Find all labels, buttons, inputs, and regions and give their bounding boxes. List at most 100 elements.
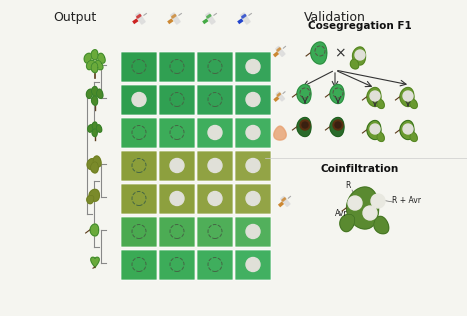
Text: R + Avr: R + Avr [392, 196, 421, 205]
Polygon shape [91, 257, 99, 268]
Circle shape [335, 122, 341, 128]
Polygon shape [96, 125, 102, 132]
FancyBboxPatch shape [197, 118, 233, 148]
FancyBboxPatch shape [197, 217, 233, 247]
Polygon shape [98, 53, 105, 63]
Text: Output: Output [53, 11, 97, 24]
Polygon shape [92, 87, 98, 96]
Circle shape [371, 194, 385, 208]
Polygon shape [297, 118, 311, 137]
FancyBboxPatch shape [121, 184, 157, 214]
Circle shape [333, 120, 343, 130]
Polygon shape [281, 196, 290, 206]
Polygon shape [92, 96, 98, 105]
Polygon shape [136, 14, 141, 18]
FancyBboxPatch shape [121, 217, 157, 247]
Polygon shape [276, 46, 285, 57]
Polygon shape [241, 13, 250, 24]
Polygon shape [86, 89, 92, 98]
Polygon shape [93, 156, 101, 167]
FancyBboxPatch shape [197, 184, 233, 214]
FancyBboxPatch shape [235, 250, 271, 280]
FancyBboxPatch shape [121, 151, 157, 181]
Circle shape [348, 196, 362, 210]
Text: Cosegregation F1: Cosegregation F1 [308, 21, 412, 31]
FancyBboxPatch shape [159, 151, 195, 181]
Polygon shape [400, 120, 414, 139]
Polygon shape [311, 42, 327, 64]
FancyBboxPatch shape [235, 52, 271, 82]
Polygon shape [170, 13, 180, 24]
Polygon shape [135, 13, 145, 24]
Polygon shape [171, 14, 176, 18]
Polygon shape [90, 224, 99, 236]
Circle shape [355, 50, 365, 60]
Text: Avr: Avr [334, 209, 347, 218]
Circle shape [170, 159, 184, 173]
Polygon shape [350, 59, 359, 69]
FancyBboxPatch shape [235, 118, 271, 148]
FancyBboxPatch shape [159, 184, 195, 214]
Circle shape [300, 120, 310, 130]
Polygon shape [410, 133, 417, 141]
Circle shape [370, 91, 380, 101]
Text: Validation: Validation [304, 11, 366, 24]
Polygon shape [87, 195, 94, 204]
Polygon shape [97, 89, 103, 98]
FancyBboxPatch shape [159, 118, 195, 148]
Polygon shape [282, 198, 286, 201]
Text: R: R [345, 181, 351, 190]
FancyBboxPatch shape [121, 85, 157, 115]
FancyBboxPatch shape [121, 250, 157, 280]
Polygon shape [276, 92, 284, 101]
Polygon shape [377, 133, 384, 141]
FancyBboxPatch shape [235, 184, 271, 214]
Polygon shape [367, 88, 381, 106]
Polygon shape [241, 14, 246, 18]
Polygon shape [297, 84, 311, 104]
Circle shape [246, 59, 260, 74]
Polygon shape [374, 216, 389, 234]
Text: ×: × [334, 46, 346, 60]
Polygon shape [95, 60, 103, 70]
Polygon shape [367, 120, 381, 139]
Polygon shape [330, 118, 344, 137]
Circle shape [403, 91, 413, 101]
Polygon shape [84, 53, 92, 63]
Circle shape [132, 93, 146, 106]
Circle shape [302, 122, 308, 128]
Circle shape [370, 124, 380, 134]
Circle shape [363, 206, 377, 220]
Circle shape [208, 191, 222, 205]
Circle shape [403, 124, 413, 134]
Polygon shape [92, 129, 97, 137]
FancyBboxPatch shape [159, 217, 195, 247]
Polygon shape [89, 189, 99, 201]
Text: Coinfiltration: Coinfiltration [321, 164, 399, 174]
Polygon shape [340, 214, 355, 232]
Circle shape [246, 258, 260, 271]
Polygon shape [330, 84, 344, 104]
Polygon shape [88, 125, 93, 132]
Circle shape [170, 191, 184, 205]
Polygon shape [91, 50, 98, 60]
Polygon shape [205, 13, 215, 24]
Polygon shape [206, 14, 211, 18]
Polygon shape [274, 126, 286, 140]
Polygon shape [91, 63, 98, 73]
FancyBboxPatch shape [159, 250, 195, 280]
Polygon shape [91, 162, 98, 173]
Circle shape [246, 93, 260, 106]
FancyBboxPatch shape [121, 52, 157, 82]
Polygon shape [410, 100, 417, 108]
Polygon shape [347, 187, 379, 229]
FancyBboxPatch shape [235, 85, 271, 115]
FancyBboxPatch shape [197, 52, 233, 82]
Polygon shape [87, 159, 95, 169]
Circle shape [246, 159, 260, 173]
Polygon shape [353, 47, 366, 65]
Circle shape [246, 125, 260, 139]
Polygon shape [377, 100, 384, 108]
Polygon shape [277, 48, 281, 52]
FancyBboxPatch shape [197, 151, 233, 181]
